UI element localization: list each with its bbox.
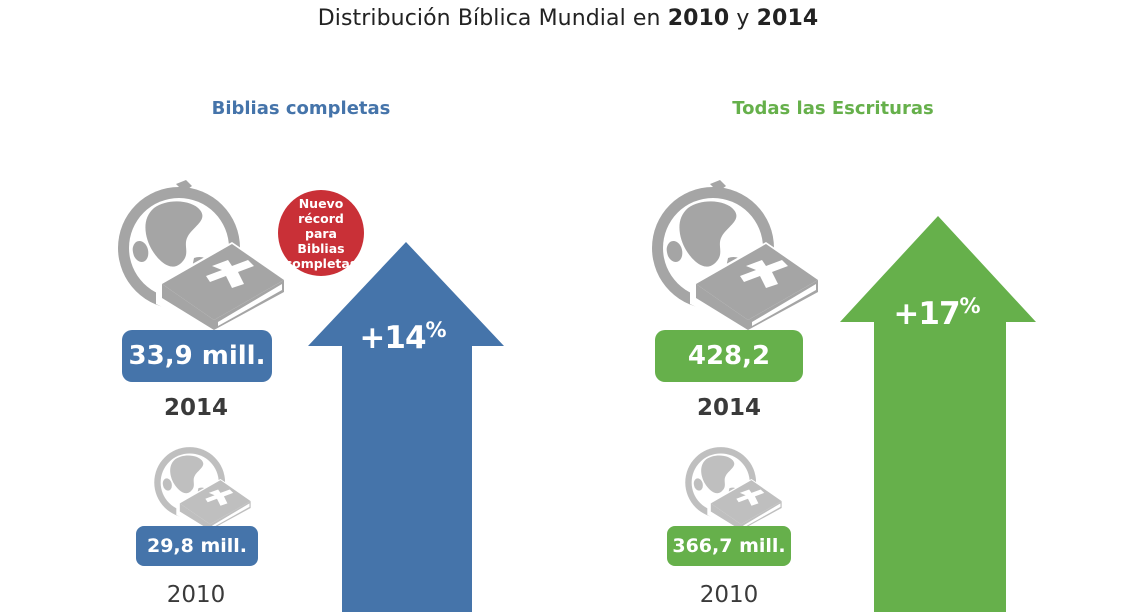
- left-panel-title: Biblias completas: [211, 98, 391, 119]
- right-2014-value-pill: 428,2 mill.: [655, 330, 803, 423]
- left-change-sign: %: [425, 318, 447, 342]
- right-2010-value-pill: 366,7 mill.: [667, 526, 791, 566]
- up-arrow-icon: [840, 216, 1036, 612]
- right-2014-year-label: 2014: [696, 395, 761, 421]
- left-2014-year-label: 2014: [163, 395, 228, 421]
- up-arrow-icon: [308, 242, 504, 612]
- title-prefix: Distribución Bíblica Mundial en: [317, 6, 668, 31]
- new-record-badge: Nuevo récord para Biblias completas: [278, 190, 364, 276]
- title-year-2010: 2010: [667, 6, 730, 31]
- globe-with-bible-cross-icon: [118, 180, 288, 332]
- title-conjunction: y: [729, 6, 757, 31]
- right-panel-title: Todas las Escrituras: [732, 98, 934, 119]
- badge-text: Nuevo récord para Biblias completas: [284, 195, 358, 271]
- left-2014-value-pill: 33,9 mill.: [122, 330, 272, 382]
- right-change-number: +17: [893, 296, 960, 332]
- title-year-2014: 2014: [756, 6, 819, 31]
- globe-with-bible-cross-icon: [154, 447, 253, 532]
- right-change-percent: +17%: [867, 294, 1007, 332]
- globe-with-bible-cross-icon: [652, 180, 822, 332]
- page-title: Distribución Bíblica Mundial en 2010 y 2…: [0, 6, 1136, 31]
- left-change-number: +14: [359, 320, 426, 356]
- left-change-percent: +14%: [333, 318, 473, 356]
- right-2010-year-label: 2010: [699, 582, 759, 608]
- globe-with-bible-cross-icon: [685, 447, 784, 532]
- left-2010-value-pill: 29,8 mill.: [136, 526, 258, 566]
- left-2010-year-label: 2010: [166, 582, 226, 608]
- right-change-sign: %: [959, 294, 981, 318]
